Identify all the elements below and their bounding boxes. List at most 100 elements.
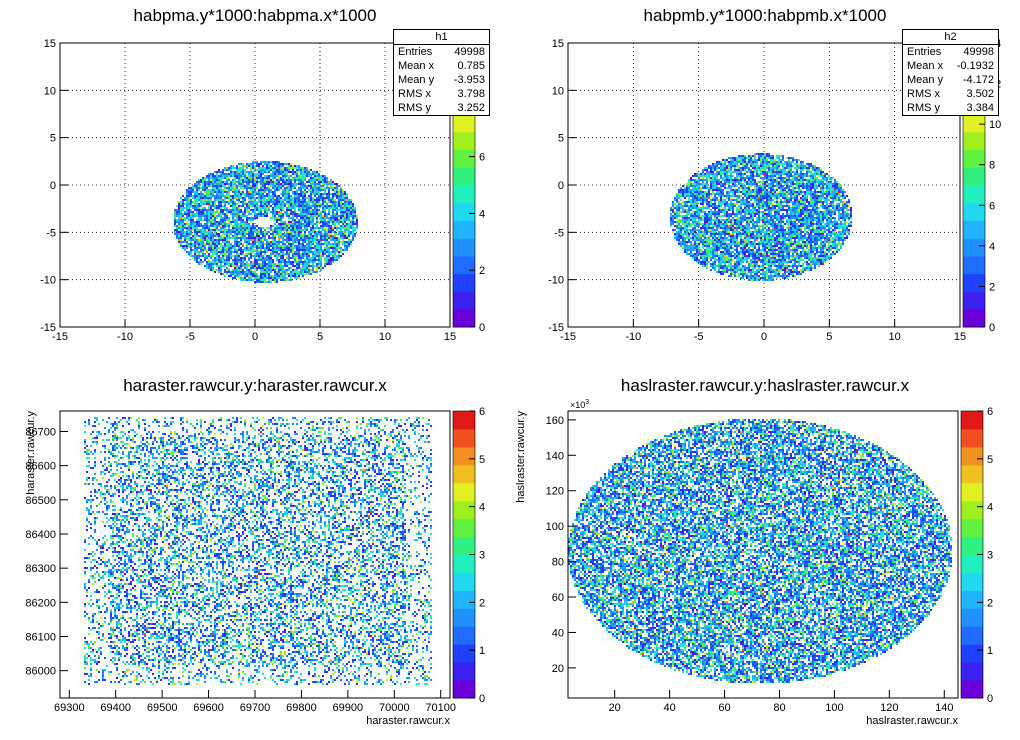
heatmap-cell [332, 211, 334, 213]
heatmap-cell [208, 255, 210, 257]
heatmap-cell [234, 239, 236, 241]
heatmap-cell [676, 225, 678, 227]
heatmap-cell [250, 217, 252, 219]
heatmap-cell [334, 221, 336, 223]
heatmap-cell [238, 183, 240, 185]
heatmap-cell [236, 235, 238, 237]
heatmap-cell [716, 181, 718, 183]
heatmap-cell [178, 227, 180, 229]
heatmap-cell [342, 233, 344, 235]
heatmap-cell [258, 211, 260, 213]
heatmap-cell [276, 197, 278, 199]
heatmap-cell [298, 205, 300, 207]
heatmap-cell [312, 229, 314, 231]
heatmap-cell [246, 219, 248, 221]
heatmap-cell [180, 215, 182, 217]
heatmap-cell [206, 233, 208, 235]
heatmap-cell [296, 241, 298, 243]
heatmap-cell [244, 239, 246, 241]
heatmap-cell [282, 213, 284, 215]
heatmap-cell [678, 211, 680, 213]
heatmap-cell [700, 219, 702, 221]
heatmap-cell [234, 191, 236, 193]
heatmap-cell [208, 189, 210, 191]
heatmap-cell [722, 171, 724, 173]
heatmap-cell [302, 187, 304, 189]
heatmap-cell [288, 223, 290, 225]
heatmap-cell [318, 193, 320, 195]
stats-box[interactable]: h1 Entries 49998 Mean x 0.785 Mean y -3.953… [393, 29, 490, 116]
heatmap-cell [328, 243, 330, 245]
heatmap-cell [340, 235, 342, 237]
heatmap-cell [722, 215, 724, 217]
heatmap-cell [188, 219, 190, 221]
heatmap-cell [238, 195, 240, 197]
heatmap-cell [698, 175, 700, 177]
heatmap-cell [694, 241, 696, 243]
heatmap-cell [216, 185, 218, 187]
heatmap-cell [230, 271, 232, 273]
heatmap-cell [256, 263, 258, 265]
heatmap-cell [238, 233, 240, 235]
heatmap-cell [282, 185, 284, 187]
heatmap-cell [256, 275, 258, 277]
heatmap-cell [682, 205, 684, 207]
heatmap-cell [714, 251, 716, 253]
heatmap-cell [242, 277, 244, 279]
heatmap-cell [208, 225, 210, 227]
heatmap-cell [708, 217, 710, 219]
heatmap-cell [206, 191, 208, 193]
heatmap-cell [276, 279, 278, 281]
heatmap-cell [322, 179, 324, 181]
heatmap-cell [346, 223, 348, 225]
heatmap-cell [240, 185, 242, 187]
heatmap-cell [274, 233, 276, 235]
heatmap-cell [222, 239, 224, 241]
heatmap-cell [316, 267, 318, 269]
heatmap-cell [702, 187, 704, 189]
heatmap-cell [312, 225, 314, 227]
heatmap-cell [696, 229, 698, 231]
heatmap-cell [186, 211, 188, 213]
heatmap-cell [218, 259, 220, 261]
heatmap-cell [726, 219, 728, 221]
heatmap-cell [218, 175, 220, 177]
heatmap-cell [220, 175, 222, 177]
heatmap-cell [218, 187, 220, 189]
heatmap-cell [296, 235, 298, 237]
heatmap-cell [208, 179, 210, 181]
heatmap-cell [316, 247, 318, 249]
heatmap-cell [322, 185, 324, 187]
heatmap-cell [706, 263, 708, 265]
heatmap-cell [278, 263, 280, 265]
heatmap-cell [224, 189, 226, 191]
heatmap-cell [270, 211, 272, 213]
heatmap-cell [274, 273, 276, 275]
heatmap-cell [308, 173, 310, 175]
heatmap-cell [304, 191, 306, 193]
heatmap-cell [202, 187, 204, 189]
heatmap-cell [352, 211, 354, 213]
heatmap-cell [248, 259, 250, 261]
heatmap-cell [294, 183, 296, 185]
heatmap-cell [684, 203, 686, 205]
heatmap-cell [698, 239, 700, 241]
heatmap-cell [206, 197, 208, 199]
heatmap-cell [294, 199, 296, 201]
heatmap-cell [718, 201, 720, 203]
heatmap-cell [344, 215, 346, 217]
heatmap-cell [200, 217, 202, 219]
heatmap-cell [718, 173, 720, 175]
heatmap-cell [352, 239, 354, 241]
heatmap-cell [182, 221, 184, 223]
heatmap-cell [330, 197, 332, 199]
heatmap-cell [272, 181, 274, 183]
heatmap-cell [726, 191, 728, 193]
heatmap-cell [186, 203, 188, 205]
heatmap-cell [730, 159, 732, 161]
heatmap-cell [700, 251, 702, 253]
heatmap-cell [216, 251, 218, 253]
heatmap-cell [272, 169, 274, 171]
heatmap-cell [344, 217, 346, 219]
heatmap-cell [680, 191, 682, 193]
